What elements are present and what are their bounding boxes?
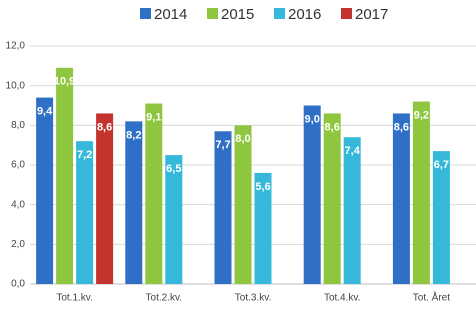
bar xyxy=(214,131,232,284)
value-label: 7,7 xyxy=(215,139,230,151)
bar xyxy=(145,103,163,285)
legend-swatch xyxy=(274,8,285,19)
bar xyxy=(412,101,430,285)
y-tick-label: 2,0 xyxy=(11,239,25,250)
y-tick-label: 6,0 xyxy=(11,160,25,171)
bar xyxy=(343,137,361,284)
value-label: 9,2 xyxy=(414,109,429,121)
bar xyxy=(56,67,74,284)
x-tick-label: Tot.4.kv. xyxy=(324,293,361,304)
y-tick-label: 8,0 xyxy=(11,120,25,131)
bar xyxy=(234,125,252,284)
value-label: 8,6 xyxy=(97,121,112,133)
legend-label: 2014 xyxy=(154,6,187,23)
x-tick-label: Tot.2.kv. xyxy=(146,293,183,304)
x-tick-label: Tot.3.kv. xyxy=(235,293,272,304)
value-label: 9,1 xyxy=(146,111,161,123)
legend-swatch xyxy=(341,8,352,19)
value-label: 8,2 xyxy=(126,129,141,141)
value-label: 7,2 xyxy=(77,149,92,161)
y-tick-label: 4,0 xyxy=(11,199,25,210)
y-tick-label: 10,0 xyxy=(6,80,26,91)
value-label: 5,6 xyxy=(255,181,270,193)
bar xyxy=(36,97,54,284)
value-label: 9,0 xyxy=(305,113,320,125)
bar xyxy=(76,141,94,284)
bar xyxy=(125,121,143,284)
value-label: 9,4 xyxy=(37,105,53,117)
y-tick-label: 12,0 xyxy=(6,41,26,52)
value-label: 8,0 xyxy=(235,133,250,145)
legend-label: 2016 xyxy=(288,6,321,23)
legend-swatch xyxy=(207,8,218,19)
value-label: 10,9 xyxy=(54,76,75,88)
y-tick-label: 0,0 xyxy=(11,279,25,290)
legend-label: 2015 xyxy=(221,6,254,23)
value-label: 7,4 xyxy=(345,145,361,157)
legend-label: 2017 xyxy=(355,6,388,23)
bar xyxy=(392,113,410,284)
bar xyxy=(323,113,341,284)
bar xyxy=(432,151,450,284)
bar xyxy=(96,113,114,284)
bar xyxy=(303,105,321,284)
bar xyxy=(165,155,183,284)
value-label: 8,6 xyxy=(394,121,409,133)
legend-swatch xyxy=(140,8,151,19)
x-tick-label: Tot.1.kv. xyxy=(56,293,93,304)
x-tick-label: Tot. Året xyxy=(413,291,450,304)
value-label: 8,6 xyxy=(325,121,340,133)
bar xyxy=(254,172,272,284)
value-label: 6,5 xyxy=(166,163,181,175)
value-label: 6,7 xyxy=(434,159,449,171)
